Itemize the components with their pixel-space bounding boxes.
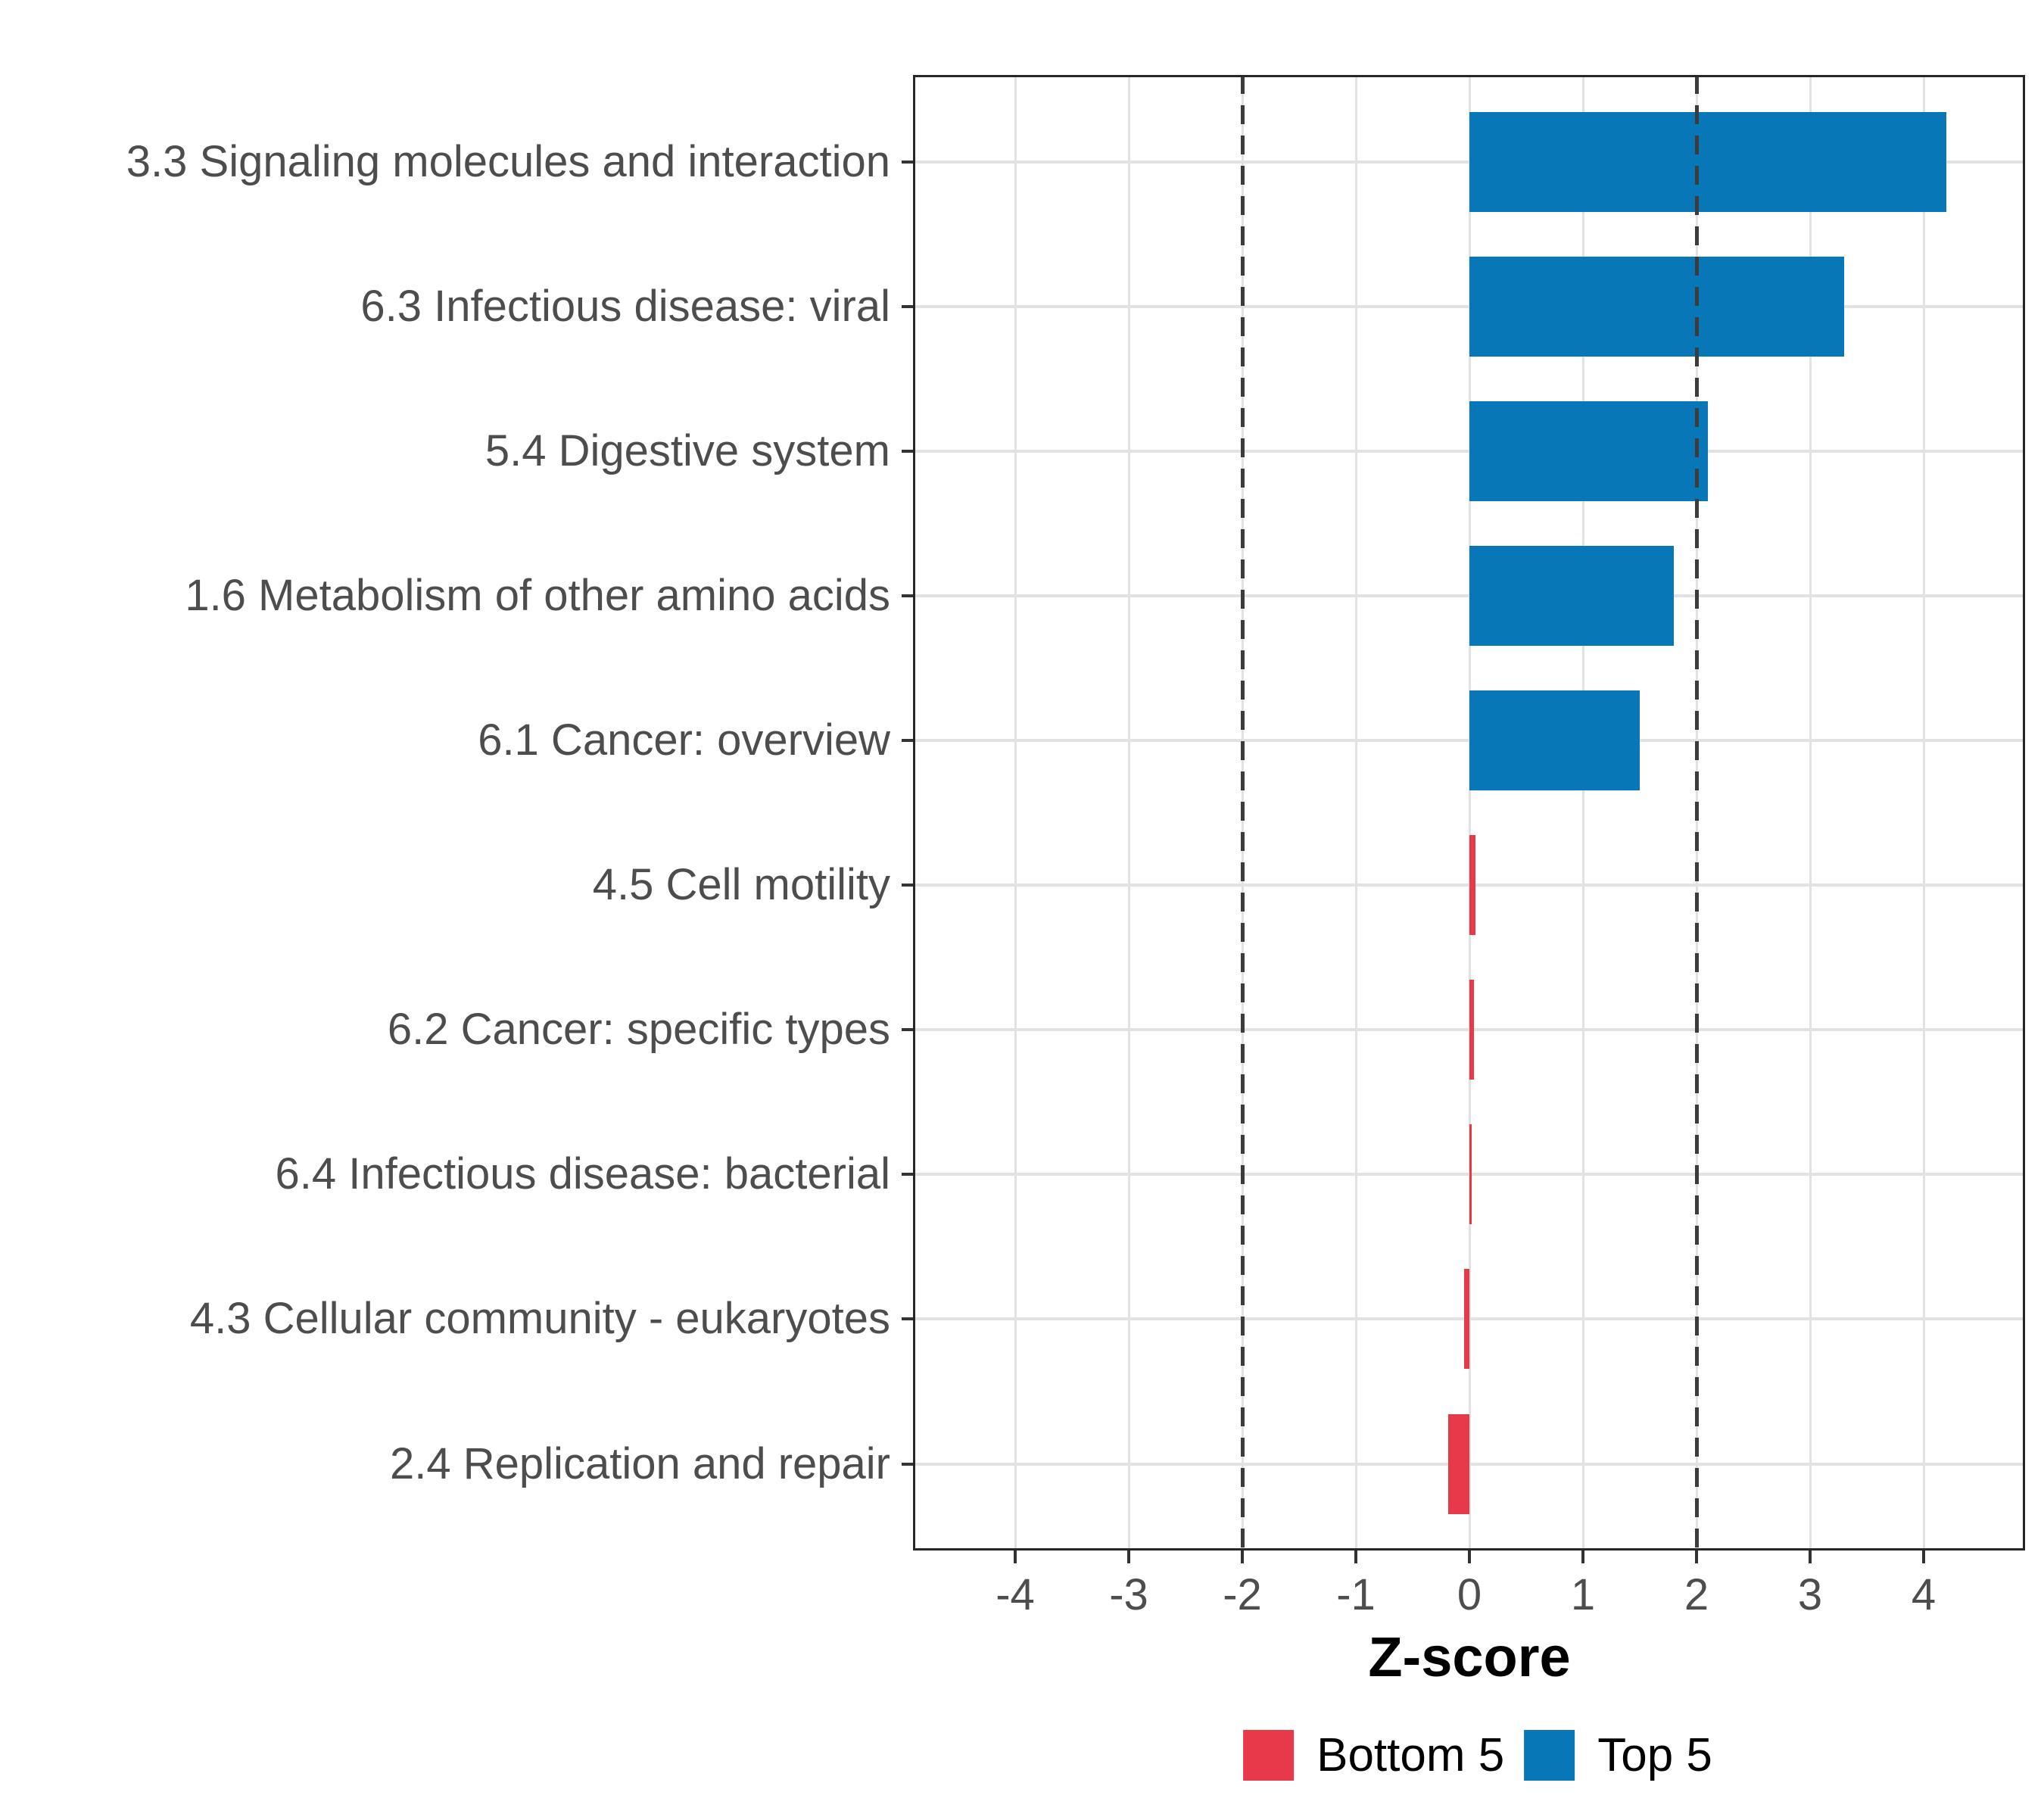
x-tick-label: 2 [1684,1570,1709,1619]
x-axis-tick [1695,1551,1698,1563]
legend-item: Bottom 5 [1243,1728,1504,1782]
x-axis-tick [1241,1551,1244,1563]
y-gridline [913,449,2025,453]
category-label: 1.6 Metabolism of other amino acids [185,570,890,620]
y-axis-tick [902,304,913,308]
reference-line [1240,75,1245,1551]
y-axis-tick [902,739,913,742]
y-gridline [913,1028,2025,1032]
legend-swatch [1243,1730,1295,1781]
bar [1469,690,1640,790]
x-axis-title: Z-score [1368,1625,1571,1688]
category-label: 5.4 Digestive system [485,425,890,475]
y-axis-tick [902,1462,913,1466]
category-label: 6.2 Cancer: specific types [387,1005,890,1055]
y-gridline [913,884,2025,887]
y-axis-tick [902,884,913,887]
bar [1469,980,1474,1080]
bar [1469,835,1475,936]
x-gridline [1014,75,1017,1551]
x-tick-label: -3 [1109,1570,1148,1619]
reference-line [1694,75,1699,1551]
legend: Bottom 5 Top 5 [1243,1728,1712,1782]
y-axis-tick [902,160,913,164]
bar [1469,400,1708,501]
category-label: 3.3 Signaling molecules and interaction [126,136,890,186]
legend-item: Top 5 [1524,1728,1712,1782]
x-tick-label: 1 [1570,1570,1596,1619]
y-axis-tick [902,594,913,597]
x-gridline [1354,75,1357,1551]
x-axis-tick [1354,1551,1357,1563]
bar [1469,256,1844,357]
bar [1469,545,1674,646]
y-gridline [913,594,2025,597]
category-label: 4.3 Cellular community - eukaryotes [189,1294,890,1344]
bar [1447,1413,1469,1514]
category-label: 6.4 Infectious disease: bacterial [275,1149,890,1199]
x-gridline [1468,75,1471,1551]
category-label: 6.1 Cancer: overview [478,715,890,765]
x-axis-tick [1127,1551,1130,1563]
y-axis-tick [902,1317,913,1321]
x-tick-label: -2 [1223,1570,1262,1619]
x-axis-tick [1922,1551,1925,1563]
y-gridline [913,304,2025,308]
x-gridline [1581,75,1584,1551]
x-axis-tick [1468,1551,1471,1563]
x-axis-tick [1581,1551,1584,1563]
category-label: 4.5 Cell motility [592,860,890,910]
y-axis-tick [902,1028,913,1032]
x-axis-tick [1014,1551,1017,1563]
bar [1463,1269,1469,1370]
x-axis-tick [1809,1551,1812,1563]
legend-label: Top 5 [1597,1729,1712,1781]
bar [1469,111,1946,212]
plot-panel [913,75,2025,1551]
y-gridline [913,739,2025,742]
bar [1469,1124,1472,1225]
y-gridline [913,1173,2025,1177]
y-axis-tick [902,1173,913,1177]
legend-label: Bottom 5 [1316,1729,1505,1781]
x-gridline [1127,75,1130,1551]
y-gridline [913,160,2025,164]
x-tick-label: -1 [1336,1570,1376,1619]
x-tick-label: -4 [996,1570,1035,1619]
y-axis-tick [902,449,913,453]
category-label: 2.4 Replication and repair [390,1438,890,1488]
x-tick-label: 0 [1457,1570,1482,1619]
x-tick-label: 3 [1797,1570,1823,1619]
x-tick-label: 4 [1911,1570,1937,1619]
category-label: 6.3 Infectious disease: viral [360,281,890,331]
legend-swatch [1524,1730,1575,1781]
x-gridline [1809,75,1812,1551]
x-gridline [1922,75,1925,1551]
